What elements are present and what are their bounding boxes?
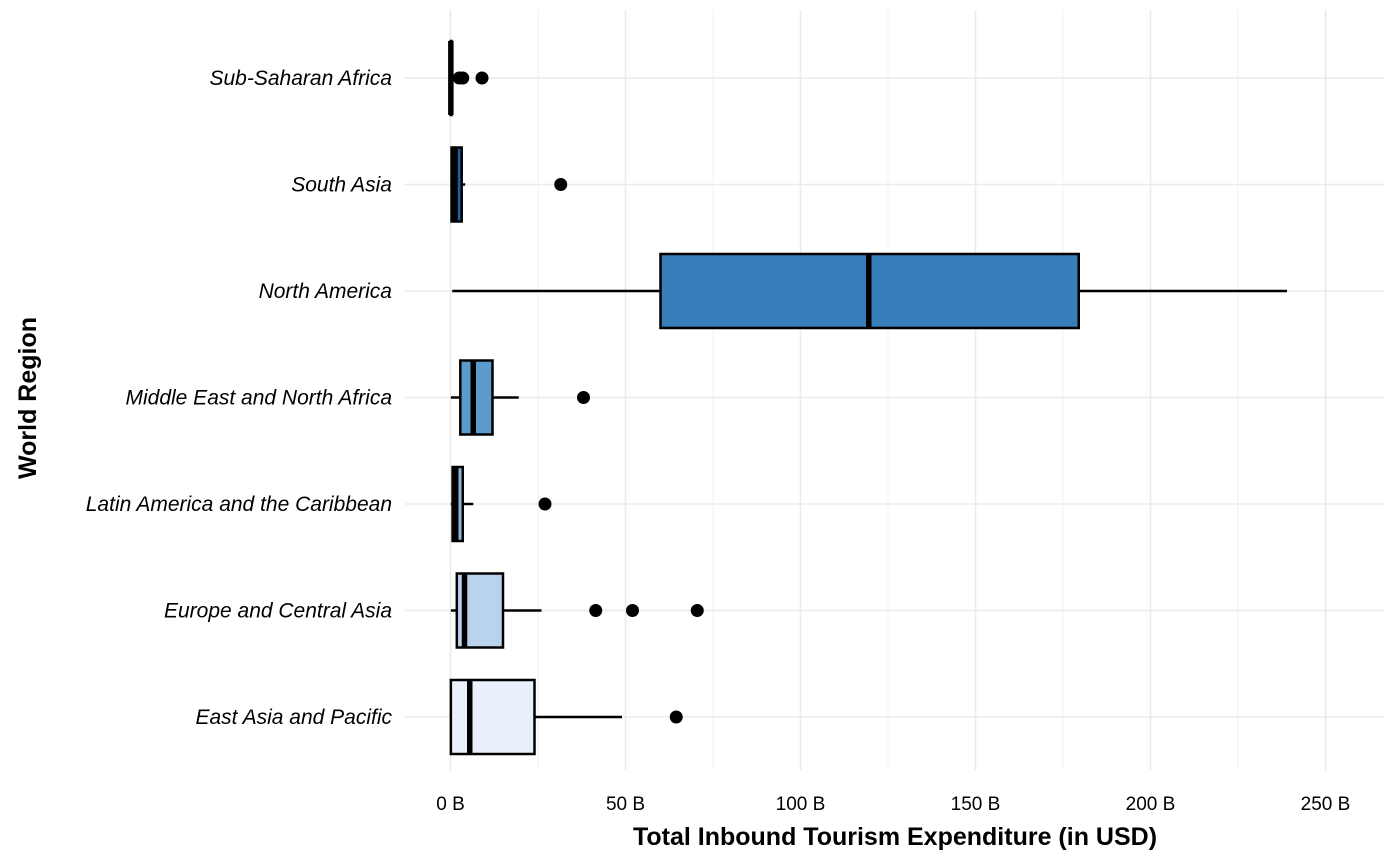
outlier-point (589, 604, 603, 617)
x-tick-label: 50 B (606, 794, 645, 815)
category-labels: East Asia and Pacific Europe and Central … (86, 67, 393, 729)
box-middle-east-and-north-africa (450, 359, 590, 436)
outlier-point (475, 71, 489, 85)
y-axis-title: World Region (14, 317, 42, 479)
box-series (448, 39, 1287, 756)
x-tick-label: 0 B (436, 794, 465, 815)
box-latin-america-and-the-caribbean (450, 465, 552, 543)
outlier-point (554, 178, 568, 191)
box-east-asia-and-pacific (449, 678, 683, 756)
x-tick-label: 250 B (1301, 794, 1351, 815)
outlier-point (690, 604, 704, 617)
outlier-point (669, 710, 683, 724)
outlier-point (577, 391, 590, 404)
grid-lines (405, 10, 1385, 770)
category-label: Latin America and the Caribbean (86, 493, 392, 516)
box-europe-and-central-asia (450, 572, 704, 649)
category-label: Middle East and North Africa (125, 387, 392, 410)
box-sub-saharan-africa (448, 39, 489, 117)
category-label: East Asia and Pacific (196, 706, 393, 729)
box-north-america (452, 252, 1287, 330)
box-rect (459, 359, 494, 436)
outlier-point (456, 71, 470, 85)
x-tick-label: 200 B (1126, 794, 1176, 815)
outlier-point (626, 604, 639, 617)
box-rect (449, 678, 536, 756)
x-tick-label: 100 B (776, 794, 826, 815)
box-south-asia (450, 146, 568, 223)
category-label: South Asia (291, 174, 392, 197)
category-label: North America (259, 280, 392, 303)
outlier-point (538, 497, 552, 511)
x-axis-title: Total Inbound Tourism Expenditure (in US… (633, 823, 1157, 851)
x-tick-labels: 0 B 50 B 100 B 150 B 200 B 250 B (436, 794, 1350, 815)
category-label: Europe and Central Asia (164, 600, 392, 623)
x-tick-label: 150 B (951, 794, 1001, 815)
category-label: Sub-Saharan Africa (210, 67, 393, 90)
